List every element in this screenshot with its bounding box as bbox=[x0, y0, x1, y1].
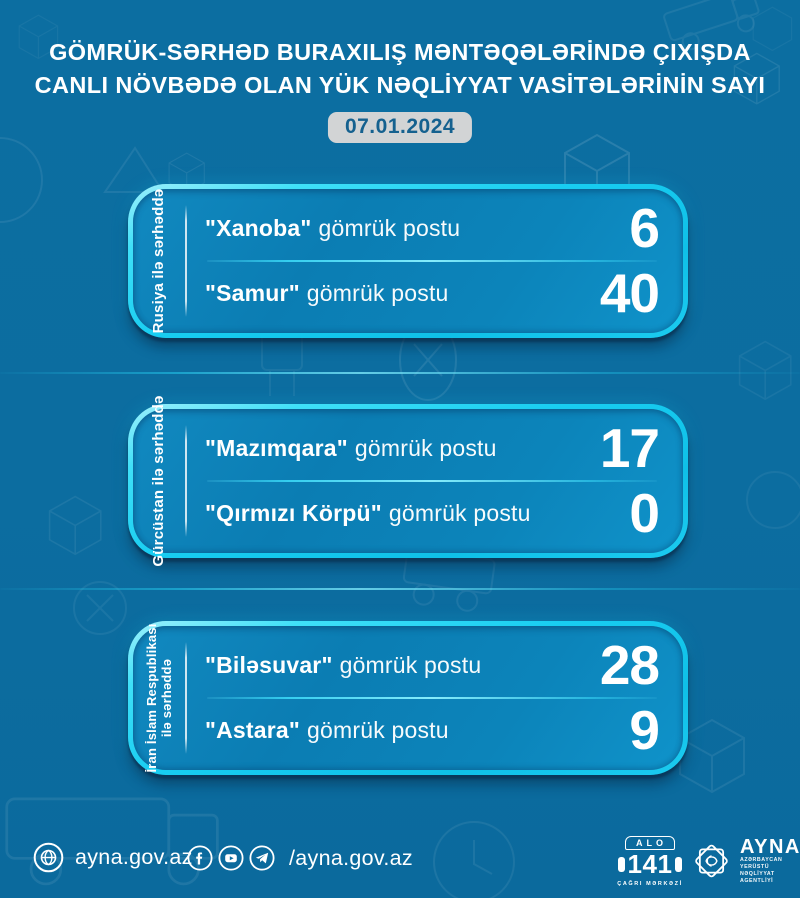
vertical-divider bbox=[185, 425, 187, 537]
headphone-cup-left bbox=[617, 857, 625, 872]
page-title: GÖMRÜK-SƏRHƏD BURAXILIŞ MƏNTƏQƏLƏRİNDƏ Ç… bbox=[0, 36, 800, 102]
globe-icon bbox=[33, 842, 64, 873]
post-label: "Biləsuvar" gömrük postu bbox=[205, 652, 482, 678]
card-russia-border: Rusiya ilə sərhəddə "Xanoba" gömrük postu… bbox=[128, 184, 688, 338]
ayna-subtitle-line1: AZƏRBAYCAN YERÜSTÜ bbox=[740, 857, 783, 870]
queue-count: 17 bbox=[599, 417, 660, 479]
table-row: "Biləsuvar" gömrük postu 28 bbox=[205, 634, 660, 697]
youtube-icon[interactable] bbox=[218, 845, 244, 871]
post-label: "Samur" gömrük postu bbox=[205, 280, 449, 306]
alo-141-number: 141 bbox=[627, 849, 673, 879]
post-label: "Xanoba" gömrük postu bbox=[205, 215, 461, 241]
vertical-divider bbox=[185, 642, 187, 754]
alo-141-subtitle: ÇAĞRI MƏRKƏZİ bbox=[617, 881, 683, 887]
post-label: "Mazımqara" gömrük postu bbox=[205, 435, 497, 461]
facebook-icon[interactable] bbox=[187, 845, 213, 871]
row-divider bbox=[207, 480, 657, 482]
social-handle-text[interactable]: /ayna.gov.az bbox=[289, 845, 413, 870]
border-label-georgia: Gürcüstan ilə sərhəddə bbox=[150, 395, 167, 567]
page-title-line1: GÖMRÜK-SƏRHƏD BURAXILIŞ MƏNTƏQƏLƏRİNDƏ Ç… bbox=[49, 39, 751, 65]
ayna-wordmark: AYNA bbox=[740, 836, 800, 858]
post-label: "Qırmızı Körpü" gömrük postu bbox=[205, 500, 531, 526]
card-iran-border: İran İslam Respublikası ilə sərhəddə "Bi… bbox=[128, 621, 688, 775]
vertical-divider bbox=[185, 205, 187, 317]
queue-count: 6 bbox=[629, 197, 660, 259]
table-row: "Astara" gömrük postu 9 bbox=[205, 699, 660, 762]
telegram-icon[interactable] bbox=[249, 845, 275, 871]
table-row: "Mazımqara" gömrük postu 17 bbox=[205, 417, 660, 480]
border-label-russia: Rusiya ilə sərhəddə bbox=[150, 188, 167, 334]
website-link[interactable]: ayna.gov.az bbox=[33, 842, 193, 873]
card-georgia-border: Gürcüstan ilə sərhəddə "Mazımqara" gömrük… bbox=[128, 395, 688, 567]
row-divider bbox=[207, 697, 657, 699]
website-text: ayna.gov.az bbox=[75, 845, 193, 869]
date-badge: 07.01.2024 bbox=[327, 112, 473, 143]
ayna-subtitle-line2: NƏQLİYYAT AGENTLİYİ bbox=[740, 871, 775, 884]
post-label: "Astara" gömrük postu bbox=[205, 717, 449, 743]
border-label-iran: İran İslam Respublikası ilə sərhəddə bbox=[144, 623, 174, 773]
alo-141-logo: ALO 141 ÇAĞRI MƏRKƏZİ bbox=[612, 833, 688, 887]
queue-count: 28 bbox=[599, 634, 660, 696]
table-row: "Xanoba" gömrük postu 6 bbox=[205, 197, 660, 260]
page-title-line2: CANLI NÖVBƏDƏ OLAN YÜK NƏQLİYYAT VASİTƏL… bbox=[34, 72, 766, 98]
ayna-star-icon bbox=[695, 844, 728, 878]
ayna-agency-logo: AYNA AZƏRBAYCAN YERÜSTÜ NƏQLİYYAT AGENTL… bbox=[690, 837, 800, 885]
queue-count: 0 bbox=[629, 482, 660, 544]
table-row: "Samur" gömrük postu 40 bbox=[205, 262, 660, 325]
table-row: "Qırmızı Körpü" gömrük postu 0 bbox=[205, 482, 660, 545]
headphone-cup-right bbox=[675, 857, 683, 872]
section-divider bbox=[0, 588, 800, 590]
row-divider bbox=[207, 260, 657, 262]
queue-count: 40 bbox=[599, 262, 660, 324]
alo-141-top-label: ALO bbox=[625, 836, 675, 850]
section-divider bbox=[0, 372, 800, 374]
queue-count: 9 bbox=[629, 699, 660, 761]
